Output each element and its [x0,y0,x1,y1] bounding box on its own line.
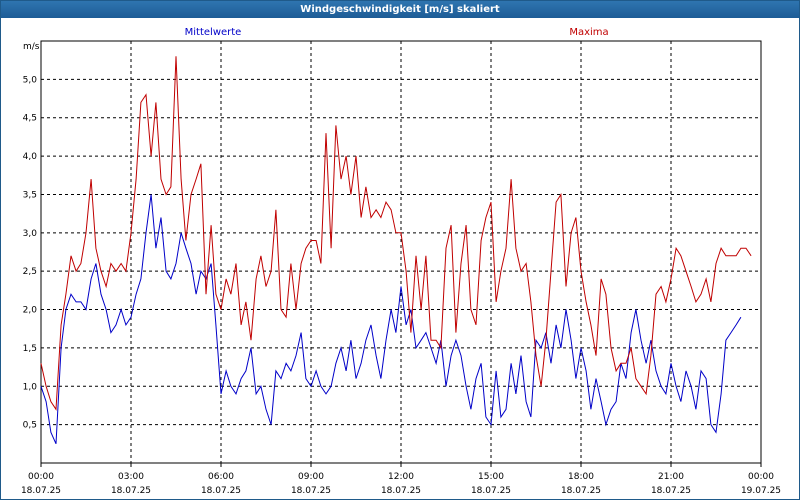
x-tick-date: 18.07.25 [561,486,601,496]
y-tick-label: 4,5 [23,114,37,124]
x-tick-labels: 00:00 18.07.25 03:00 18.07.25 06:00 18.07.25 0… [21,463,781,496]
mittelwerte-line [40,194,742,445]
x-tick-time: 03:00 [118,472,144,482]
x-tick-date: 18.07.25 [291,486,331,496]
y-tick-label: 0,5 [23,421,37,431]
y-axis-unit: m/s [23,42,40,52]
x-tick-time: 00:00 [28,472,54,482]
x-tick-time: 18:00 [568,472,594,482]
y-tick-label: 4,0 [23,152,38,162]
y-tick-label: 2,0 [23,306,38,316]
maxima-line [40,56,752,411]
legend-mittelwerte: Mittelwerte [185,27,242,38]
grid-lines [41,41,761,463]
legend-maxima: Maxima [569,27,608,38]
series-lines [40,56,752,445]
x-tick-date: 19.07.25 [741,486,781,496]
x-tick-date: 18.07.25 [201,486,241,496]
y-tick-label: 3,5 [23,190,37,200]
y-tick-label: 2,5 [23,267,37,277]
x-tick-time: 09:00 [298,472,324,482]
x-tick-time: 06:00 [208,472,234,482]
y-tick-labels: 0,5 1,0 1,5 2,0 2,5 3,0 3,5 4,0 4,5 5,0 [23,75,38,430]
x-tick-date: 18.07.25 [111,486,151,496]
window-title: Windgeschwindigkeit [m/s] skaliert [1,1,799,18]
x-tick-date: 18.07.25 [471,486,511,496]
x-tick-time: 00:00 [748,472,774,482]
y-tick-label: 1,0 [23,382,38,392]
x-tick-date: 18.07.25 [21,486,61,496]
x-tick-time: 15:00 [478,472,504,482]
x-tick-time: 12:00 [388,472,414,482]
y-tick-label: 3,0 [23,229,38,239]
x-tick-date: 18.07.25 [381,486,421,496]
y-tick-label: 1,5 [23,344,37,354]
x-tick-time: 21:00 [658,472,684,482]
x-tick-date: 18.07.25 [651,486,691,496]
y-tick-label: 5,0 [23,75,38,85]
